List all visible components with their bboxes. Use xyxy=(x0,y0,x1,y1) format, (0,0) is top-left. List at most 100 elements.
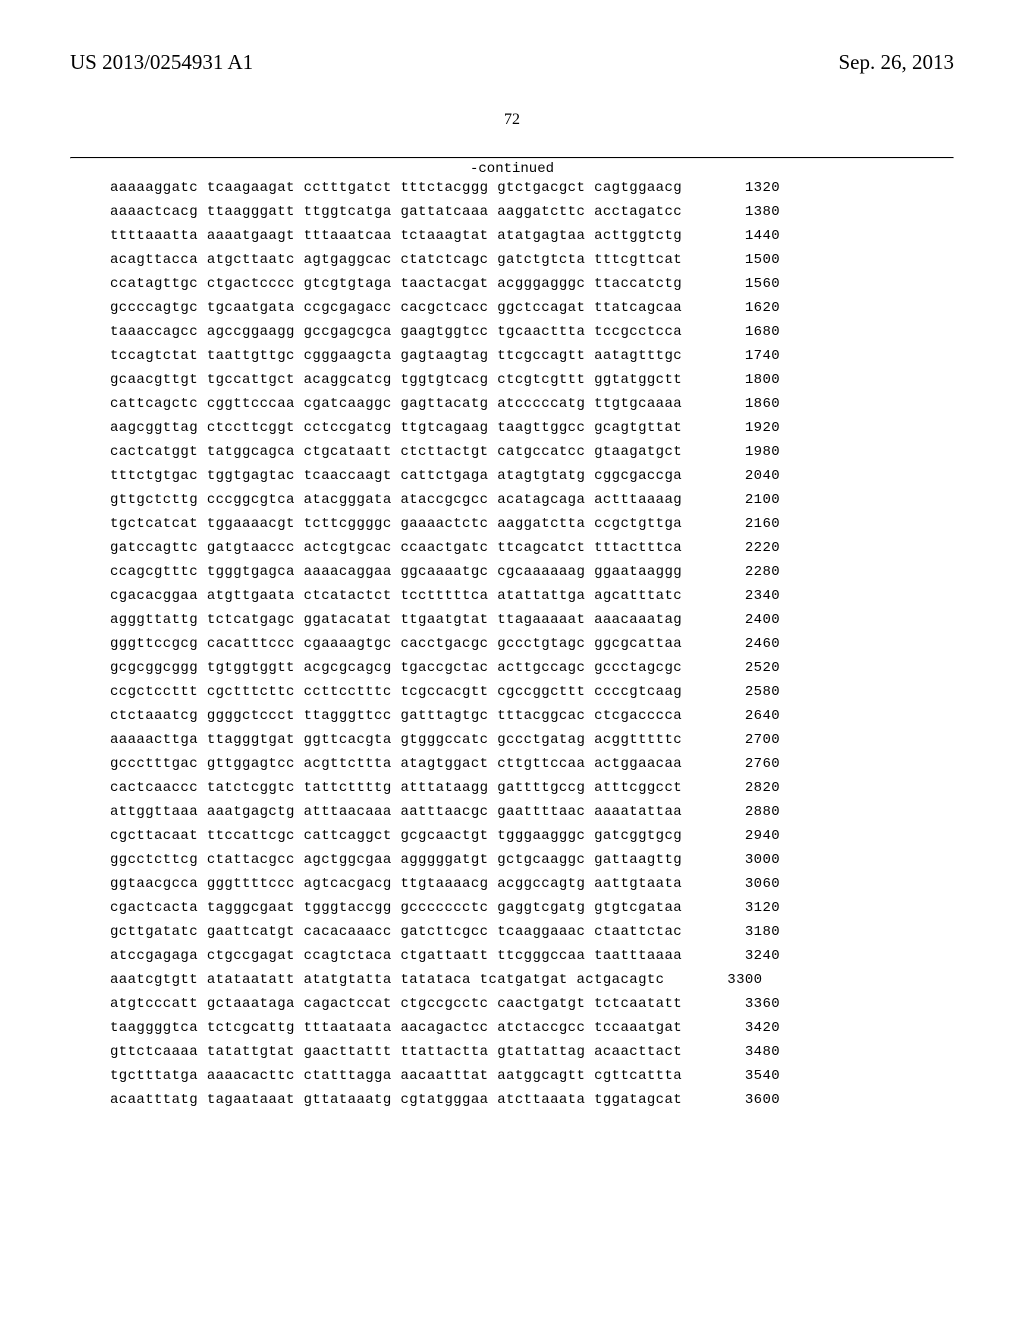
sequence-row: ccagcgtttc tgggtgagca aaaacaggaa ggcaaaa… xyxy=(110,565,954,579)
sequence-row: acaatttatg tagaataaat gttataaatg cgtatgg… xyxy=(110,1093,954,1107)
sequence-text: gttctcaaaa tatattgtat gaacttattt ttattac… xyxy=(110,1045,682,1059)
sequence-row: aagcggttag ctccttcggt cctccgatcg ttgtcag… xyxy=(110,421,954,435)
sequence-row: attggttaaa aaatgagctg atttaacaaa aatttaa… xyxy=(110,805,954,819)
sequence-position: 1440 xyxy=(710,229,780,243)
sequence-text: ggcctcttcg ctattacgcc agctggcgaa aggggga… xyxy=(110,853,682,867)
sequence-position: 2640 xyxy=(710,709,780,723)
sequence-text: acagttacca atgcttaatc agtgaggcac ctatctc… xyxy=(110,253,682,267)
sequence-position: 3000 xyxy=(710,853,780,867)
sequence-position: 1800 xyxy=(710,373,780,387)
publication-number: US 2013/0254931 A1 xyxy=(70,50,253,75)
sequence-row: cgacacggaa atgttgaata ctcatactct tcctttt… xyxy=(110,589,954,603)
sequence-text: gccctttgac gttggagtcc acgttcttta atagtgg… xyxy=(110,757,682,771)
sequence-position: 3600 xyxy=(710,1093,780,1107)
sequence-row: tgctttatga aaaacacttc ctatttagga aacaatt… xyxy=(110,1069,954,1083)
sequence-text: aaaaacttga ttagggtgat ggttcacgta gtgggcc… xyxy=(110,733,682,747)
sequence-row: taaggggtca tctcgcattg tttaataata aacagac… xyxy=(110,1021,954,1035)
sequence-position: 3420 xyxy=(710,1021,780,1035)
sequence-position: 1740 xyxy=(710,349,780,363)
sequence-text: tccagtctat taattgttgc cgggaagcta gagtaag… xyxy=(110,349,682,363)
sequence-text: ccatagttgc ctgactcccc gtcgtgtaga taactac… xyxy=(110,277,682,291)
sequence-position: 1980 xyxy=(710,445,780,459)
sequence-position: 3360 xyxy=(710,997,780,1011)
sequence-row: cgactcacta tagggcgaat tgggtaccgg gcccccc… xyxy=(110,901,954,915)
sequence-row: atgtcccatt gctaaataga cagactccat ctgccgc… xyxy=(110,997,954,1011)
sequence-text: atccgagaga ctgccgagat ccagtctaca ctgatta… xyxy=(110,949,682,963)
sequence-text: gggttccgcg cacatttccc cgaaaagtgc cacctga… xyxy=(110,637,682,651)
sequence-position: 2100 xyxy=(710,493,780,507)
sequence-row: gccccagtgc tgcaatgata ccgcgagacc cacgctc… xyxy=(110,301,954,315)
sequence-position: 3120 xyxy=(710,901,780,915)
sequence-position: 1500 xyxy=(710,253,780,267)
sequence-position: 2400 xyxy=(710,613,780,627)
sequence-row: gatccagttc gatgtaaccc actcgtgcac ccaactg… xyxy=(110,541,954,555)
sequence-position: 2160 xyxy=(710,517,780,531)
sequence-text: ctctaaatcg ggggctccct ttagggttcc gatttag… xyxy=(110,709,682,723)
sequence-text: attggttaaa aaatgagctg atttaacaaa aatttaa… xyxy=(110,805,682,819)
sequence-row: gcgcggcggg tgtggtggtt acgcgcagcg tgaccgc… xyxy=(110,661,954,675)
sequence-row: cattcagctc cggttcccaa cgatcaaggc gagttac… xyxy=(110,397,954,411)
sequence-position: 2820 xyxy=(710,781,780,795)
sequence-text: gcgcggcggg tgtggtggtt acgcgcagcg tgaccgc… xyxy=(110,661,682,675)
sequence-text: aaaactcacg ttaagggatt ttggtcatga gattatc… xyxy=(110,205,682,219)
sequence-position: 3060 xyxy=(710,877,780,891)
sequence-position: 2760 xyxy=(710,757,780,771)
page-number: 72 xyxy=(70,111,954,129)
sequence-text: tttctgtgac tggtgagtac tcaaccaagt cattctg… xyxy=(110,469,682,483)
sequence-text: tgctcatcat tggaaaacgt tcttcggggc gaaaact… xyxy=(110,517,682,531)
sequence-row: gccctttgac gttggagtcc acgttcttta atagtgg… xyxy=(110,757,954,771)
sequence-position: 1380 xyxy=(710,205,780,219)
sequence-row: gcaacgttgt tgccattgct acaggcatcg tggtgtc… xyxy=(110,373,954,387)
sequence-position: 2340 xyxy=(710,589,780,603)
sequence-row: cactcatggt tatggcagca ctgcataatt ctcttac… xyxy=(110,445,954,459)
sequence-row: tttctgtgac tggtgagtac tcaaccaagt cattctg… xyxy=(110,469,954,483)
sequence-position: 2220 xyxy=(710,541,780,555)
sequence-row: aaaactcacg ttaagggatt ttggtcatga gattatc… xyxy=(110,205,954,219)
sequence-row: ccatagttgc ctgactcccc gtcgtgtaga taactac… xyxy=(110,277,954,291)
sequence-row: cactcaaccc tatctcggtc tattcttttg atttata… xyxy=(110,781,954,795)
sequence-text: agggttattg tctcatgagc ggatacatat ttgaatg… xyxy=(110,613,682,627)
sequence-text: cattcagctc cggttcccaa cgatcaaggc gagttac… xyxy=(110,397,682,411)
sequence-position: 3240 xyxy=(710,949,780,963)
sequence-text: tgctttatga aaaacacttc ctatttagga aacaatt… xyxy=(110,1069,682,1083)
sequence-position: 3300 xyxy=(693,973,763,987)
sequence-row: ttttaaatta aaaatgaagt tttaaatcaa tctaaag… xyxy=(110,229,954,243)
sequence-text: taaaccagcc agccggaagg gccgagcgca gaagtgg… xyxy=(110,325,682,339)
sequence-row: aaaaaggatc tcaagaagat cctttgatct tttctac… xyxy=(110,181,954,195)
sequence-row: ccgctccttt cgctttcttc ccttcctttc tcgccac… xyxy=(110,685,954,699)
sequence-row: cgcttacaat ttccattcgc cattcaggct gcgcaac… xyxy=(110,829,954,843)
sequence-position: 2280 xyxy=(710,565,780,579)
sequence-text: cgactcacta tagggcgaat tgggtaccgg gcccccc… xyxy=(110,901,682,915)
sequence-row: tgctcatcat tggaaaacgt tcttcggggc gaaaact… xyxy=(110,517,954,531)
sequence-text: cactcaaccc tatctcggtc tattcttttg atttata… xyxy=(110,781,682,795)
sequence-row: tccagtctat taattgttgc cgggaagcta gagtaag… xyxy=(110,349,954,363)
sequence-position: 2940 xyxy=(710,829,780,843)
sequence-block: aaaaaggatc tcaagaagat cctttgatct tttctac… xyxy=(110,181,954,1107)
sequence-position: 2460 xyxy=(710,637,780,651)
sequence-text: gatccagttc gatgtaaccc actcgtgcac ccaactg… xyxy=(110,541,682,555)
sequence-text: cgacacggaa atgttgaata ctcatactct tcctttt… xyxy=(110,589,682,603)
sequence-position: 2700 xyxy=(710,733,780,747)
sequence-position: 1320 xyxy=(710,181,780,195)
sequence-text: aagcggttag ctccttcggt cctccgatcg ttgtcag… xyxy=(110,421,682,435)
sequence-position: 2520 xyxy=(710,661,780,675)
sequence-text: ggtaacgcca gggttttccc agtcacgacg ttgtaaa… xyxy=(110,877,682,891)
sequence-row: aaaaacttga ttagggtgat ggttcacgta gtgggcc… xyxy=(110,733,954,747)
sequence-text: gttgctcttg cccggcgtca atacgggata ataccgc… xyxy=(110,493,682,507)
sequence-position: 2580 xyxy=(710,685,780,699)
sequence-text: taaggggtca tctcgcattg tttaataata aacagac… xyxy=(110,1021,682,1035)
sequence-text: ttttaaatta aaaatgaagt tttaaatcaa tctaaag… xyxy=(110,229,682,243)
sequence-text: atgtcccatt gctaaataga cagactccat ctgccgc… xyxy=(110,997,682,1011)
sequence-position: 1560 xyxy=(710,277,780,291)
sequence-row: ggcctcttcg ctattacgcc agctggcgaa aggggga… xyxy=(110,853,954,867)
sequence-text: gcttgatatc gaattcatgt cacacaaacc gatcttc… xyxy=(110,925,682,939)
sequence-text: gccccagtgc tgcaatgata ccgcgagacc cacgctc… xyxy=(110,301,682,315)
sequence-row: gttgctcttg cccggcgtca atacgggata ataccgc… xyxy=(110,493,954,507)
sequence-position: 1620 xyxy=(710,301,780,315)
sequence-row: ctctaaatcg ggggctccct ttagggttcc gatttag… xyxy=(110,709,954,723)
sequence-row: acagttacca atgcttaatc agtgaggcac ctatctc… xyxy=(110,253,954,267)
sequence-text: acaatttatg tagaataaat gttataaatg cgtatgg… xyxy=(110,1093,682,1107)
sequence-position: 3540 xyxy=(710,1069,780,1083)
sequence-text: ccagcgtttc tgggtgagca aaaacaggaa ggcaaaa… xyxy=(110,565,682,579)
sequence-row: atccgagaga ctgccgagat ccagtctaca ctgatta… xyxy=(110,949,954,963)
